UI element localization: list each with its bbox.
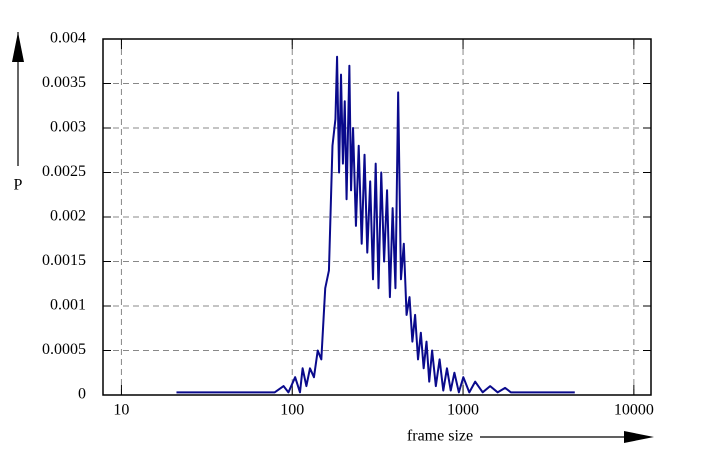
y-tick-label: 0.004 bbox=[50, 30, 86, 47]
x-arrow-head bbox=[624, 431, 654, 443]
x-tick-label: 1000 bbox=[447, 402, 479, 419]
x-tick-label: 100 bbox=[280, 402, 304, 419]
y-axis-label: P bbox=[14, 177, 23, 194]
y-tick-label: 0.0035 bbox=[42, 74, 86, 91]
y-tick-label: 0.002 bbox=[50, 208, 86, 225]
x-tick-label: 10 bbox=[113, 402, 129, 419]
y-tick-label: 0.001 bbox=[50, 297, 86, 314]
y-tick-label: 0.003 bbox=[50, 119, 86, 136]
y-tick-label: 0.0015 bbox=[42, 252, 86, 269]
y-tick-label: 0.0005 bbox=[42, 341, 86, 358]
y-tick-label: 0.0025 bbox=[42, 163, 86, 180]
x-tick-label: 10000 bbox=[614, 402, 654, 419]
y-tick-label: 0 bbox=[78, 386, 86, 403]
plot-frame bbox=[102, 38, 652, 396]
y-arrow-head bbox=[12, 32, 24, 62]
x-axis-label: frame size bbox=[407, 428, 473, 445]
data-line bbox=[176, 55, 575, 394]
